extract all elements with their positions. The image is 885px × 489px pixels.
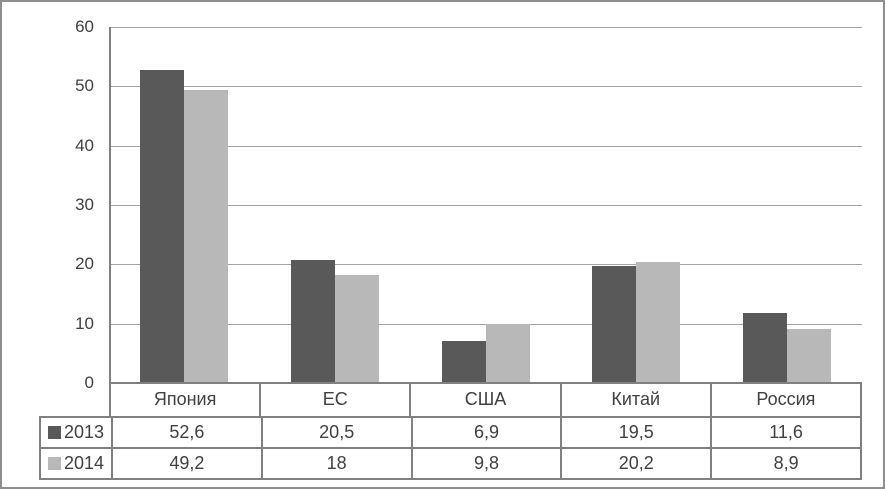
legend-key-2013: 2013 <box>41 418 111 447</box>
table-cell-value: 52,6 <box>111 418 261 447</box>
x-axis-line <box>109 382 862 384</box>
gridline <box>109 145 862 147</box>
legend-swatch-icon <box>47 457 61 470</box>
bar-2013 <box>290 260 335 382</box>
y-axis-tick-label: 0 <box>84 373 94 392</box>
y-axis-line <box>109 27 111 383</box>
category-label: Китай <box>559 383 710 416</box>
category-axis-row: Япония ЕС США Китай Россия <box>109 383 862 416</box>
category-label: ЕС <box>259 383 409 416</box>
bar-2014 <box>786 329 831 382</box>
legend-swatch-icon <box>47 426 61 439</box>
category-label: США <box>409 383 559 416</box>
bar-2013 <box>592 266 637 382</box>
table-cell-value: 9,8 <box>410 449 561 478</box>
bar-2014 <box>334 275 379 382</box>
bar-2013 <box>742 313 787 382</box>
gridline <box>109 86 862 88</box>
legend-key-2014: 2014 <box>41 449 111 478</box>
table-row: 2014 49,2 18 9,8 20,2 8,9 <box>41 447 860 478</box>
gridline <box>109 27 862 28</box>
table-cell-value: 8,9 <box>710 449 860 478</box>
table-cell-value: 49,2 <box>111 449 261 478</box>
table-cell-value: 6,9 <box>410 418 561 447</box>
table-row: 2013 52,6 20,5 6,9 19,5 11,6 <box>41 418 860 447</box>
y-axis-tick-label: 60 <box>75 17 94 36</box>
legend-series-name: 2014 <box>63 453 105 473</box>
table-cell-value: 20,2 <box>560 449 710 478</box>
gridline <box>109 264 862 266</box>
category-label: Россия <box>709 383 860 416</box>
bar-2014 <box>636 262 681 382</box>
table-cell-value: 19,5 <box>560 418 710 447</box>
gridline <box>109 205 862 206</box>
y-axis-tick-label: 50 <box>75 76 94 96</box>
legend-series-name: 2013 <box>63 422 105 442</box>
bar-2014 <box>184 90 229 382</box>
y-axis-tick-label: 20 <box>75 254 94 274</box>
bar-2013 <box>441 341 486 382</box>
table-cell-value: 18 <box>260 449 411 478</box>
y-axis-tick-label: 40 <box>75 135 94 155</box>
table-cell-value: 11,6 <box>710 418 860 447</box>
bar-2014 <box>485 323 530 382</box>
y-axis-tick-label: 10 <box>75 313 94 333</box>
y-axis-tick-label: 30 <box>75 195 94 214</box>
bar-2013 <box>140 69 185 382</box>
data-table: 2013 52,6 20,5 6,9 19,5 11,6 2014 49,2 18 9,8 20,2… <box>39 416 862 480</box>
table-cell-value: 20,5 <box>260 418 411 447</box>
category-label: Япония <box>153 389 217 409</box>
